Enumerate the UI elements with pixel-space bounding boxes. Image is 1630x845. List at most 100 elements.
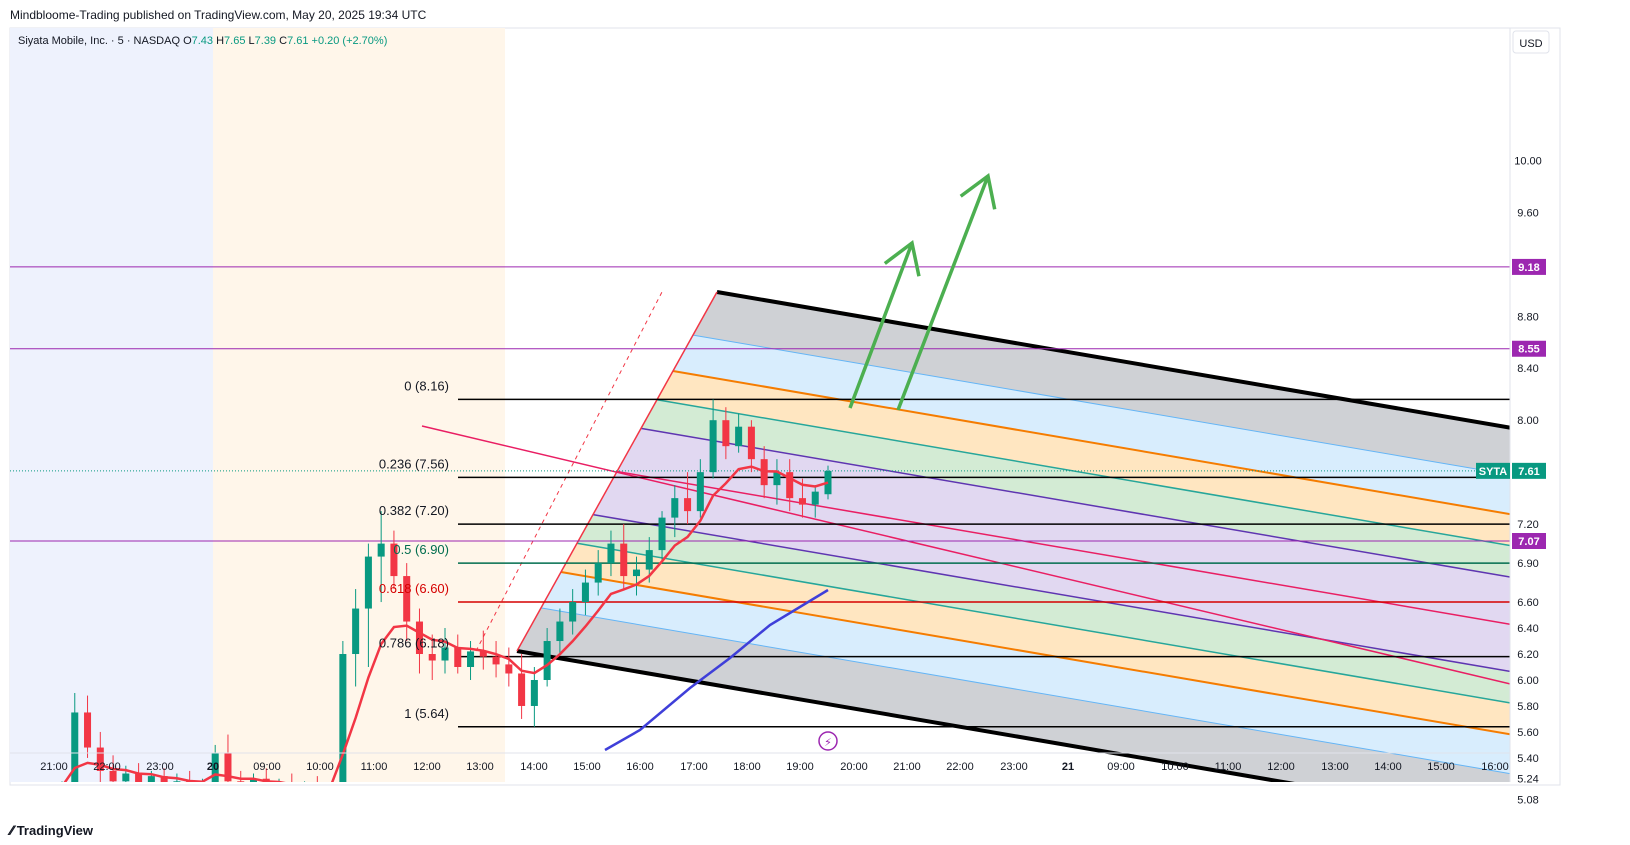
y-tick-label: 6.40 <box>1517 623 1538 635</box>
x-tick-label: 17:00 <box>680 761 708 773</box>
header-part: 7.39 <box>255 35 279 47</box>
fib-level-label: 0.236 (7.56) <box>379 456 449 471</box>
candle-body <box>415 621 423 655</box>
y-tick-label: 5.08 <box>1517 795 1538 807</box>
candle-body <box>390 543 398 577</box>
x-tick-label: 12:00 <box>413 761 441 773</box>
candle-body <box>428 654 436 661</box>
x-tick-label: 19:00 <box>786 761 814 773</box>
price-tag-bg <box>1512 340 1546 357</box>
lightning-icon: ⚡ <box>824 737 832 749</box>
candle-body <box>352 608 360 655</box>
pitchfork-line <box>672 369 1510 516</box>
candle-body <box>339 654 347 782</box>
candle-body <box>786 472 794 499</box>
x-tick-label: 22:00 <box>93 761 121 773</box>
candle-body <box>607 543 615 564</box>
candle-body <box>773 472 781 486</box>
pitchfork-line <box>560 571 1510 736</box>
projection-arrow-2-head <box>959 172 997 210</box>
tradingview-brand[interactable]: ⁄⁄ TradingView <box>10 822 93 838</box>
pitchfork-band <box>693 292 1510 475</box>
candle-body <box>569 602 577 622</box>
candle-body <box>632 569 641 577</box>
candle-body <box>441 647 449 661</box>
x-tick-label: 23:00 <box>146 761 174 773</box>
fib-level-label: 1 (5.64) <box>404 706 449 721</box>
candle-body <box>467 651 475 668</box>
projection-arrow-1-head <box>883 239 921 277</box>
candle-body <box>696 472 704 512</box>
event-marker <box>818 731 838 751</box>
candle-body <box>747 426 755 460</box>
price-tag-bg <box>1512 532 1546 549</box>
fib-level-label: 0.382 (7.20) <box>379 503 449 518</box>
currency-label: USD <box>1519 38 1542 50</box>
x-tick-label: 15:00 <box>573 761 601 773</box>
y-tick-label: 5.24 <box>1517 774 1538 786</box>
candle-body <box>492 656 500 665</box>
x-tick-label: 10:00 <box>306 761 334 773</box>
pitchfork-lower-tine <box>516 649 1295 782</box>
y-tick-label: 5.80 <box>1517 701 1538 713</box>
header-part: +0.20 (+2.70%) <box>312 35 388 47</box>
price-tag-bg <box>1512 258 1546 275</box>
pitchfork-upper-tine <box>716 290 1510 430</box>
x-tick-label: 14:00 <box>520 761 548 773</box>
fib-level-label: 0.5 (6.90) <box>393 542 449 557</box>
pitchfork-line <box>656 398 1510 547</box>
x-tick-label: 13:00 <box>1321 761 1349 773</box>
candle-body <box>735 426 743 447</box>
pitchfork-line <box>576 542 1510 704</box>
x-tick-label: 20:00 <box>840 761 868 773</box>
candle-body <box>581 582 589 603</box>
x-tick-label: 16:00 <box>1481 761 1509 773</box>
currency-button-bg <box>1512 30 1550 54</box>
candle-body <box>505 664 513 674</box>
pitchfork-band <box>541 572 1510 774</box>
y-tick-label: 8.00 <box>1517 415 1538 427</box>
y-tick-label: 5.60 <box>1517 727 1538 739</box>
candle-body <box>543 641 551 680</box>
publisher-line: Mindbloome-Trading published on TradingV… <box>10 8 427 22</box>
session-bg-premarket <box>10 28 213 782</box>
header-part: 7.65 <box>224 35 248 47</box>
pitchfork-line <box>616 470 1510 625</box>
y-tick-label: 6.90 <box>1517 558 1538 570</box>
y-tick-label: 6.60 <box>1517 597 1538 609</box>
fib-level-label: 0 (8.16) <box>404 378 449 393</box>
candle-body <box>377 543 385 557</box>
price-tag: 8.55 <box>1518 344 1539 356</box>
x-tick-label: 18:00 <box>733 761 761 773</box>
x-tick-label: 15:00 <box>1427 761 1455 773</box>
y-tick-label: 8.80 <box>1517 311 1538 323</box>
x-tick-label: 21:00 <box>40 761 68 773</box>
candle-body <box>798 498 806 505</box>
candle-body <box>173 781 181 782</box>
pitchfork-band <box>593 428 1510 672</box>
candle-body <box>709 420 717 473</box>
x-tick-label: 09:00 <box>1107 761 1135 773</box>
x-tick-label: 21:00 <box>893 761 921 773</box>
pitchfork-median-line <box>421 425 1510 685</box>
plot-area <box>10 172 1510 782</box>
candle-body <box>84 712 92 748</box>
header-part: H <box>216 35 224 47</box>
brand-label: TradingView <box>16 822 94 838</box>
candle-body <box>671 498 679 518</box>
symbol-tag-bg <box>1476 462 1510 479</box>
candle-body <box>96 747 104 771</box>
candle-body <box>594 563 602 583</box>
candle-body <box>364 556 372 609</box>
currency-button[interactable]: USD <box>1512 30 1550 54</box>
pitchfork-band <box>517 607 1510 782</box>
symbol-header: Siyata Mobile, Inc. · 5 · NASDAQ O7.43 H… <box>18 35 387 47</box>
candle-body <box>237 781 245 782</box>
header-part: 7.61 <box>287 35 311 47</box>
pitchfork-line <box>692 334 1510 476</box>
session-bg-extended <box>213 28 505 782</box>
candle-body <box>556 621 564 642</box>
ema-line <box>63 465 829 782</box>
x-tick-label: 23:00 <box>1000 761 1028 773</box>
